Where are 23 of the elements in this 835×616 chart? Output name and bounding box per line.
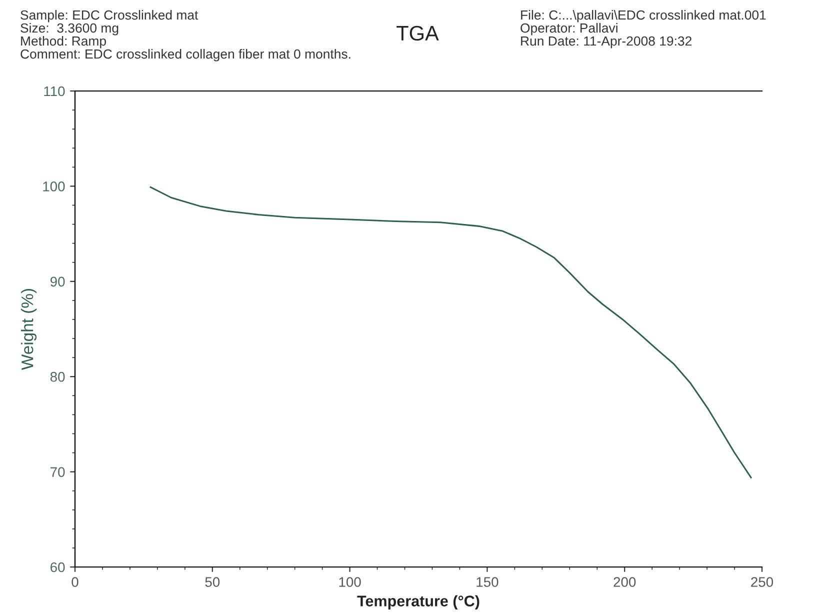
y-tick-label: 90 (50, 276, 65, 287)
x-tick-label: 100 (339, 577, 361, 587)
x-tick-label: 0 (72, 577, 78, 587)
text: Sample: EDC Crosslinked mat (20, 10, 198, 22)
y-axis-title: Weight (%) (21, 288, 37, 370)
y-tick-label: 80 (50, 372, 65, 382)
y-tick-label: 100 (43, 182, 65, 192)
text: Comment: EDC crosslinked collagen fiber mat 0 months. (20, 49, 350, 62)
y-tick-label: 110 (44, 86, 65, 96)
text: File: C:...\pallavi\EDC crosslinked mat.001 (521, 10, 766, 22)
chart-title: TGA (396, 26, 439, 41)
x-tick-label: 200 (614, 577, 636, 587)
x-tick-label: 50 (205, 577, 220, 587)
text: Operator: Pallavi (520, 23, 618, 36)
text: Run Date: 11-Apr-2008 19:32 (521, 36, 692, 48)
text: Method: Ramp (21, 36, 106, 48)
y-tick-label: 70 (50, 467, 65, 477)
y-tick-label: 60 (50, 562, 65, 572)
x-axis-title: Temperature (°C) (357, 595, 480, 610)
x-tick-label: 150 (476, 577, 498, 587)
text: Size: 3.3600 mg (20, 23, 118, 36)
line-series (150, 186, 752, 478)
x-tick-label: 250 (751, 577, 774, 587)
